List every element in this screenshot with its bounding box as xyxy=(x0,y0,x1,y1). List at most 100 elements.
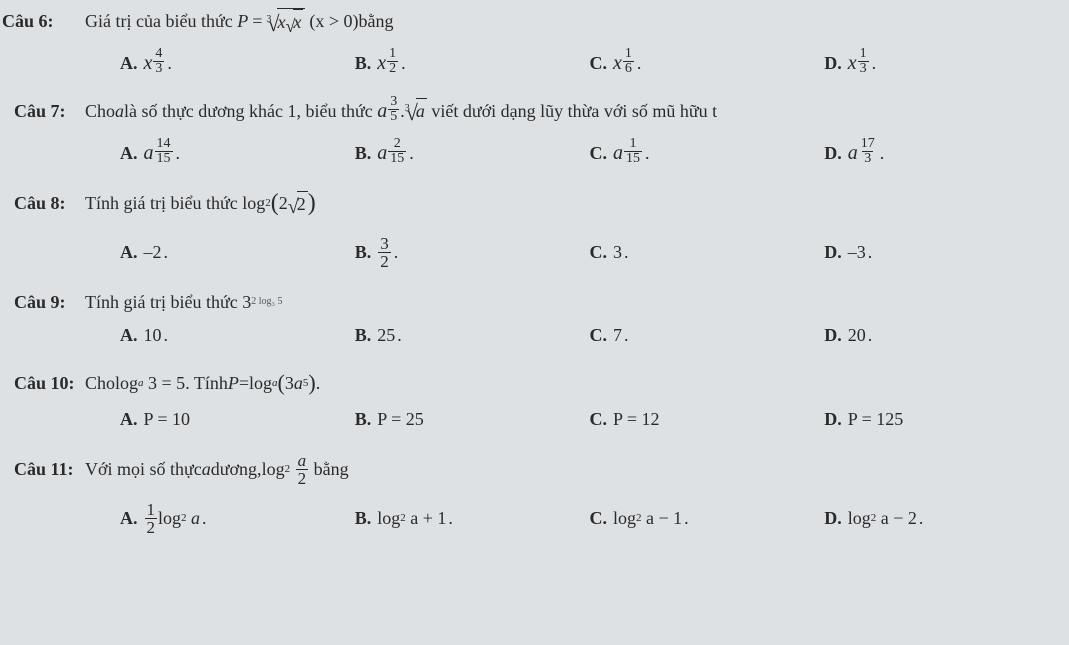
q11-log: log xyxy=(262,457,285,482)
question-7: Câu 7: Cho a là số thực dương khác 1, bi… xyxy=(0,97,1059,167)
opt-label: A. xyxy=(120,141,138,166)
expr: a − 1 xyxy=(646,506,682,531)
q8-rp: ) xyxy=(308,187,316,221)
question-11-options: A. 12 log2 a. B. log2 a + 1. C. log2 a −… xyxy=(0,501,1059,536)
exp-num: 1 xyxy=(858,47,869,61)
d: 2 xyxy=(145,518,158,536)
n: 1 xyxy=(145,501,158,518)
q7-opt-D: D. a173. xyxy=(824,139,1059,167)
q6-inner-sqrt: √ x xyxy=(285,9,303,35)
q10-mid: . Tính xyxy=(185,371,228,396)
q7-root-idx: 3 xyxy=(405,102,410,116)
opt-label: C. xyxy=(590,240,608,265)
q8-two: 2 xyxy=(279,191,288,216)
opt-label: B. xyxy=(355,240,372,265)
q9-opt-B: B.25. xyxy=(355,323,590,348)
d: 15 xyxy=(388,151,406,166)
question-6-stem: Câu 6: Giá trị của biểu thức P = 3 √ x √… xyxy=(0,8,1059,35)
q10-pre: Cho xyxy=(85,371,115,396)
dot: . xyxy=(637,51,642,76)
expr: a − 2 xyxy=(881,506,917,531)
val: P = 25 xyxy=(377,407,424,432)
n: 17 xyxy=(859,137,877,151)
opt-label: B. xyxy=(355,323,372,348)
q6-D-expr: x 13 xyxy=(848,49,870,77)
q7-a: a xyxy=(115,99,124,124)
q7-a-pow: a 35 xyxy=(377,97,400,125)
q6-opt-D: D. x 13 . xyxy=(824,49,1059,77)
log: log xyxy=(848,506,871,531)
q11-a: a xyxy=(202,457,211,482)
question-9-label: Câu 9: xyxy=(0,290,85,315)
dot: . xyxy=(176,141,181,166)
d: 15 xyxy=(155,151,173,166)
q11-sub: 2 xyxy=(285,462,291,477)
q9-exp: 2 log₃ 5 xyxy=(251,295,282,309)
q6-cond: (x > 0) xyxy=(309,9,358,34)
dot: . xyxy=(684,506,689,531)
q11-opt-B: B. log2 a + 1. xyxy=(355,501,590,536)
opt-label: A. xyxy=(120,51,138,76)
q9-pre: Tính giá trị biểu thức xyxy=(85,290,238,315)
dot: . xyxy=(919,506,924,531)
q6-cuberoot-idx: 3 xyxy=(266,13,271,27)
question-8-stem: Câu 8: Tính giá trị biểu thức log2 ( 2 √… xyxy=(0,187,1059,221)
question-6-label: Câu 6: xyxy=(0,9,85,34)
q10-a: a xyxy=(294,371,303,396)
question-8-text: Tính giá trị biểu thức log2 ( 2 √ 2 ) xyxy=(85,187,316,221)
q6-opt-B: B. x 12 . xyxy=(355,49,590,77)
q11-opt-C: C. log2 a − 1. xyxy=(590,501,825,536)
log: log xyxy=(158,506,181,531)
q11-mid: dương, xyxy=(211,457,262,482)
base: a xyxy=(144,139,154,167)
exp-den: 3 xyxy=(858,61,869,76)
val: 25 xyxy=(377,323,395,348)
val: –3 xyxy=(848,240,866,265)
n: 1 xyxy=(628,137,639,151)
question-10: Câu 10: Cho loga 3 = 5 . Tính P = loga (… xyxy=(0,368,1059,432)
question-10-label: Câu 10: xyxy=(0,371,85,396)
question-7-options: A. a1415. B. a215. C. a115. D. a173. xyxy=(0,139,1059,167)
opt-label: D. xyxy=(824,141,842,166)
q8-opt-B: B. 32. xyxy=(355,235,590,270)
d: 2 xyxy=(378,252,391,270)
q6-C-expr: x 16 xyxy=(613,49,635,77)
sub: 2 xyxy=(636,511,642,526)
n: 14 xyxy=(155,137,173,151)
opt-label: C. xyxy=(590,141,608,166)
question-11-text: Với mọi số thực a dương, log2 a2 bằng xyxy=(85,452,349,487)
q7-cuberoot: 3 √ a xyxy=(405,98,427,124)
q11-opt-D: D. log2 a − 2. xyxy=(824,501,1059,536)
question-10-stem: Câu 10: Cho loga 3 = 5 . Tính P = loga (… xyxy=(0,368,1059,399)
n: 2 xyxy=(392,137,403,151)
dot: . xyxy=(394,240,399,265)
opt-label: B. xyxy=(355,407,372,432)
exp-num: 1 xyxy=(623,47,634,61)
question-8: Câu 8: Tính giá trị biểu thức log2 ( 2 √… xyxy=(0,187,1059,270)
log: log xyxy=(377,506,400,531)
q7-mid: là số thực dương khác 1, biểu thức xyxy=(124,99,373,124)
q10-opt-D: D.P = 125 xyxy=(824,407,1059,432)
question-11: Câu 11: Với mọi số thực a dương, log2 a2… xyxy=(0,452,1059,536)
question-7-label: Câu 7: xyxy=(0,99,85,124)
dot: . xyxy=(202,506,207,531)
q10-3: 3 xyxy=(285,371,294,396)
q6-B-expr: x 12 xyxy=(377,49,399,77)
exp-den: 2 xyxy=(387,61,398,76)
question-9-options: A.10. B.25. C.7. D.20. xyxy=(0,323,1059,348)
q10-P: P xyxy=(228,371,239,396)
base: x xyxy=(377,49,386,77)
q6-P: P xyxy=(237,9,248,34)
q11-fnum: a xyxy=(296,452,309,469)
q7-post: viết dưới dạng lũy thừa với số mũ hữu t xyxy=(431,99,717,124)
opt-label: B. xyxy=(355,141,372,166)
val: 3 xyxy=(613,240,622,265)
q7-opt-C: C. a115. xyxy=(590,139,825,167)
q7-opt-B: B. a215. xyxy=(355,139,590,167)
dot: . xyxy=(624,323,629,348)
q10-opt-B: B.P = 25 xyxy=(355,407,590,432)
val: P = 10 xyxy=(144,407,191,432)
sub: 2 xyxy=(181,511,187,526)
base: x xyxy=(613,49,622,77)
q10-opt-C: C.P = 12 xyxy=(590,407,825,432)
